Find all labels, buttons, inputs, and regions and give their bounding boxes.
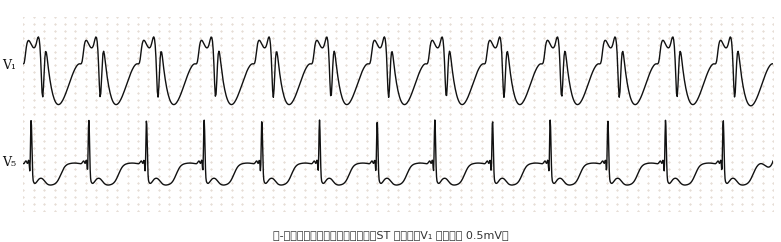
- Text: V₅: V₅: [2, 156, 16, 169]
- Text: V₁: V₁: [2, 59, 16, 72]
- Text: 慢-快型房室结内折返性心动过速、ST 段改变（V₁ 定准电压 0.5mV）: 慢-快型房室结内折返性心动过速、ST 段改变（V₁ 定准电压 0.5mV）: [273, 230, 508, 240]
